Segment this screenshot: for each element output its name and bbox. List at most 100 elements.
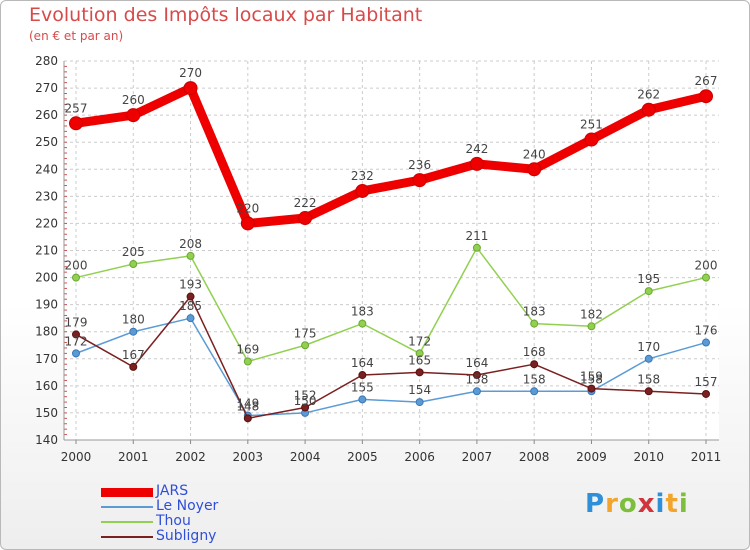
data-label: 149: [236, 397, 259, 411]
data-point: [641, 102, 656, 117]
y-tick-label: 210: [35, 244, 58, 258]
legend-label: Thou: [156, 513, 191, 529]
data-label: 240: [523, 147, 546, 161]
data-label: 182: [580, 307, 603, 321]
y-tick-label: 190: [35, 298, 58, 312]
data-point: [186, 314, 195, 323]
data-point: [412, 173, 427, 188]
logo-letter: i: [655, 489, 666, 519]
data-point: [415, 398, 424, 407]
data-label: 232: [351, 169, 374, 183]
data-label: 251: [580, 118, 603, 132]
data-label: 222: [294, 196, 317, 210]
data-label: 180: [122, 313, 145, 327]
data-point: [702, 338, 710, 347]
data-point: [129, 362, 138, 371]
data-label: 208: [179, 237, 202, 251]
x-tick-label: 2003: [233, 450, 264, 464]
data-point: [358, 319, 367, 328]
legend-swatch: [101, 506, 153, 508]
y-tick-label: 250: [35, 135, 58, 149]
data-point: [358, 395, 367, 404]
x-tick-label: 2000: [61, 450, 92, 464]
data-point: [472, 371, 481, 380]
series-line-thou: [75, 247, 707, 363]
data-label: 154: [408, 383, 431, 397]
data-label: 175: [294, 326, 317, 340]
data-point: [301, 341, 310, 350]
series-line-jars: [71, 83, 711, 228]
data-point: [530, 360, 539, 369]
data-label: 164: [465, 356, 488, 370]
y-tick-label: 280: [35, 54, 58, 68]
logo-letter: o: [618, 489, 638, 519]
data-label: 158: [523, 372, 546, 386]
data-point: [587, 384, 596, 393]
data-point: [702, 273, 710, 282]
proxiti-logo: Proxiti: [585, 489, 689, 519]
data-label: 179: [65, 315, 88, 329]
y-tick-label: 230: [35, 189, 58, 203]
x-tick-label: 2008: [519, 450, 550, 464]
y-tick-label: 240: [35, 162, 58, 176]
y-tick-label: 220: [35, 216, 58, 230]
data-point: [243, 414, 252, 423]
x-tick-label: 2005: [347, 450, 378, 464]
x-tick-label: 2010: [633, 450, 664, 464]
logo-letter: t: [665, 489, 679, 519]
legend-swatch: [101, 536, 153, 538]
data-label: 168: [523, 345, 546, 359]
data-label: 158: [637, 372, 660, 386]
data-point: [69, 116, 83, 131]
data-label: 183: [351, 305, 374, 319]
data-point: [243, 357, 252, 366]
data-point: [699, 89, 713, 104]
data-label: 257: [65, 101, 88, 115]
data-label: 157: [695, 375, 718, 389]
data-label: 169: [236, 342, 259, 356]
data-point: [527, 162, 542, 177]
legend-swatch: [101, 521, 153, 523]
data-point: [584, 132, 599, 147]
data-label: 242: [465, 142, 488, 156]
data-label: 200: [695, 259, 718, 273]
y-tick-label: 150: [35, 406, 58, 420]
data-point: [129, 327, 138, 336]
data-point: [644, 287, 653, 296]
legend-item-subligny: Subligny: [101, 528, 301, 545]
data-label: 236: [408, 158, 431, 172]
legend-label: Le Noyer: [156, 498, 219, 514]
y-tick-label: 160: [35, 379, 58, 393]
data-label: 270: [179, 66, 202, 80]
data-point: [126, 108, 141, 123]
data-label: 167: [122, 348, 145, 362]
x-tick-label: 2006: [404, 450, 435, 464]
data-label: 164: [351, 356, 374, 370]
data-point: [415, 368, 424, 377]
y-tick-label: 140: [35, 433, 58, 447]
data-point: [469, 156, 484, 171]
logo-letter: x: [637, 489, 656, 519]
data-point: [358, 371, 367, 380]
x-tick-label: 2009: [576, 450, 607, 464]
data-point: [72, 273, 80, 282]
data-label: 158: [465, 372, 488, 386]
data-point: [472, 387, 481, 396]
data-label: 267: [695, 74, 718, 88]
legend-label: Subligny: [156, 528, 217, 544]
data-point: [183, 81, 198, 96]
data-point: [186, 251, 195, 260]
data-label: 150: [294, 394, 317, 408]
data-label: 200: [65, 259, 88, 273]
logo-letter: i: [678, 489, 689, 519]
y-tick-label: 180: [35, 325, 58, 339]
data-point: [702, 389, 710, 398]
x-tick-label: 2004: [290, 450, 321, 464]
data-label: 211: [465, 229, 488, 243]
data-point: [530, 387, 539, 396]
x-tick-label: 2001: [118, 450, 149, 464]
legend-item-jars: JARS: [101, 483, 301, 500]
data-label: 195: [637, 272, 660, 286]
